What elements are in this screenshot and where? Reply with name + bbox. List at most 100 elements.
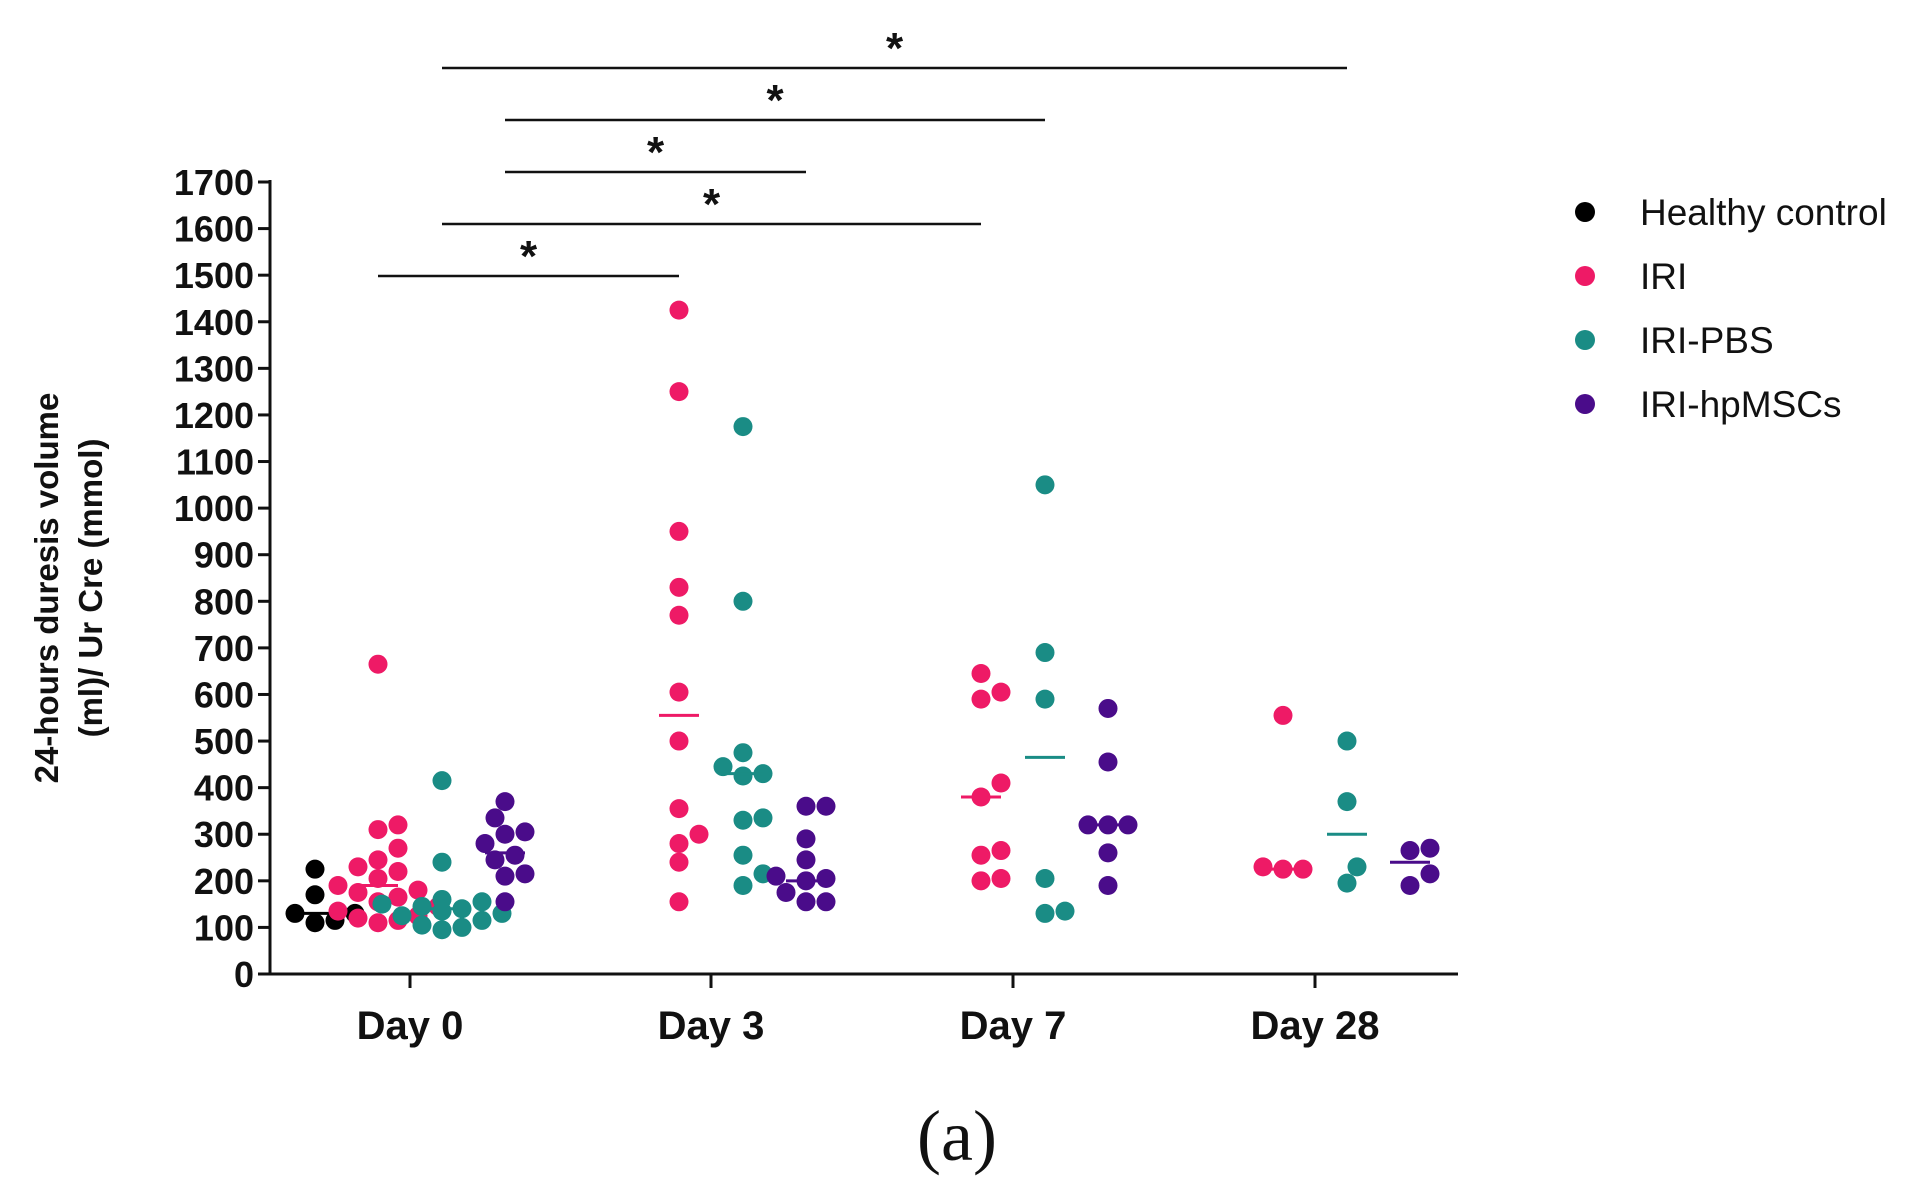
data-point xyxy=(388,887,408,907)
legend-label: IRI-hpMSCs xyxy=(1640,384,1841,425)
data-point xyxy=(408,880,428,900)
data-point xyxy=(472,892,492,912)
data-point xyxy=(328,901,348,921)
data-point xyxy=(669,852,689,872)
data-point xyxy=(388,815,408,835)
data-point xyxy=(733,417,753,437)
significance-star: * xyxy=(647,128,665,177)
data-point xyxy=(796,796,816,816)
data-point xyxy=(1035,868,1055,888)
data-point xyxy=(766,866,786,886)
data-point xyxy=(669,892,689,912)
legend-label: IRI-PBS xyxy=(1640,320,1774,361)
data-point xyxy=(816,892,836,912)
legend-marker xyxy=(1575,202,1595,222)
data-point xyxy=(328,875,348,895)
legend-marker xyxy=(1575,394,1595,414)
data-point xyxy=(388,862,408,882)
significance-star: * xyxy=(766,76,784,125)
data-point xyxy=(412,896,432,916)
data-point xyxy=(669,682,689,702)
data-point xyxy=(1035,475,1055,495)
x-category-label: Day 28 xyxy=(1251,1004,1380,1048)
data-point xyxy=(305,859,325,879)
data-point xyxy=(348,882,368,902)
data-point xyxy=(1098,698,1118,718)
data-point xyxy=(816,868,836,888)
data-point xyxy=(1273,705,1293,725)
y-tick-label: 1600 xyxy=(174,209,254,250)
data-point xyxy=(971,845,991,865)
data-point xyxy=(796,892,816,912)
data-point xyxy=(515,864,535,884)
y-tick-label: 0 xyxy=(234,954,254,995)
legend-label: IRI xyxy=(1640,256,1687,297)
significance-star: * xyxy=(703,180,721,229)
data-point xyxy=(669,731,689,751)
x-category-label: Day 7 xyxy=(960,1004,1067,1048)
data-point xyxy=(1400,875,1420,895)
data-point xyxy=(1420,864,1440,884)
data-point xyxy=(816,796,836,816)
data-point xyxy=(495,866,515,886)
data-point xyxy=(1098,875,1118,895)
x-category-label: Day 3 xyxy=(658,1004,765,1048)
data-point xyxy=(991,868,1011,888)
data-point xyxy=(412,915,432,935)
data-point xyxy=(432,889,452,909)
x-category-label: Day 0 xyxy=(357,1004,464,1048)
data-point xyxy=(971,689,991,709)
y-tick-label: 900 xyxy=(194,535,254,576)
legend-marker xyxy=(1575,266,1595,286)
data-point xyxy=(485,808,505,828)
panel-label: (a) xyxy=(917,1096,997,1176)
data-point xyxy=(495,892,515,912)
data-point xyxy=(689,824,709,844)
data-point xyxy=(472,910,492,930)
data-point xyxy=(1035,689,1055,709)
significance-bars: * * * * * xyxy=(378,24,1347,281)
significance-star: * xyxy=(520,232,538,281)
y-tick-label: 1200 xyxy=(174,395,254,436)
data-point xyxy=(733,875,753,895)
data-point xyxy=(432,920,452,940)
y-tick-label: 500 xyxy=(194,721,254,762)
data-point xyxy=(368,868,388,888)
data-point xyxy=(733,766,753,786)
data-point xyxy=(1098,843,1118,863)
data-point xyxy=(475,834,495,854)
y-tick-label: 400 xyxy=(194,768,254,809)
y-tick-label: 100 xyxy=(194,907,254,948)
y-tick-label: 1400 xyxy=(174,302,254,343)
y-axis-title: (ml)/ Ur Cre (mmol) xyxy=(72,439,109,738)
data-point xyxy=(971,871,991,891)
y-tick-label: 200 xyxy=(194,861,254,902)
legend-label: Healthy control xyxy=(1640,192,1887,233)
data-point xyxy=(305,913,325,933)
data-point xyxy=(753,808,773,828)
data-point xyxy=(348,908,368,928)
y-tick-label: 1700 xyxy=(174,162,254,203)
data-point xyxy=(1400,841,1420,861)
y-tick-label: 700 xyxy=(194,628,254,669)
data-point xyxy=(1337,873,1357,893)
data-point xyxy=(372,894,392,914)
data-point xyxy=(1035,903,1055,923)
data-point xyxy=(733,845,753,865)
data-point xyxy=(991,841,1011,861)
data-point xyxy=(1055,901,1075,921)
y-tick-label: 1000 xyxy=(174,488,254,529)
data-point xyxy=(432,771,452,791)
data-point xyxy=(733,810,753,830)
y-tick-label: 1300 xyxy=(174,348,254,389)
data-point xyxy=(1035,643,1055,663)
data-point xyxy=(669,834,689,854)
significance-star: * xyxy=(886,24,904,73)
data-point xyxy=(1337,731,1357,751)
data-point xyxy=(733,591,753,611)
data-point xyxy=(368,654,388,674)
data-point xyxy=(796,829,816,849)
data-point xyxy=(495,824,515,844)
data-point xyxy=(669,521,689,541)
y-tick-label: 1100 xyxy=(176,442,254,483)
